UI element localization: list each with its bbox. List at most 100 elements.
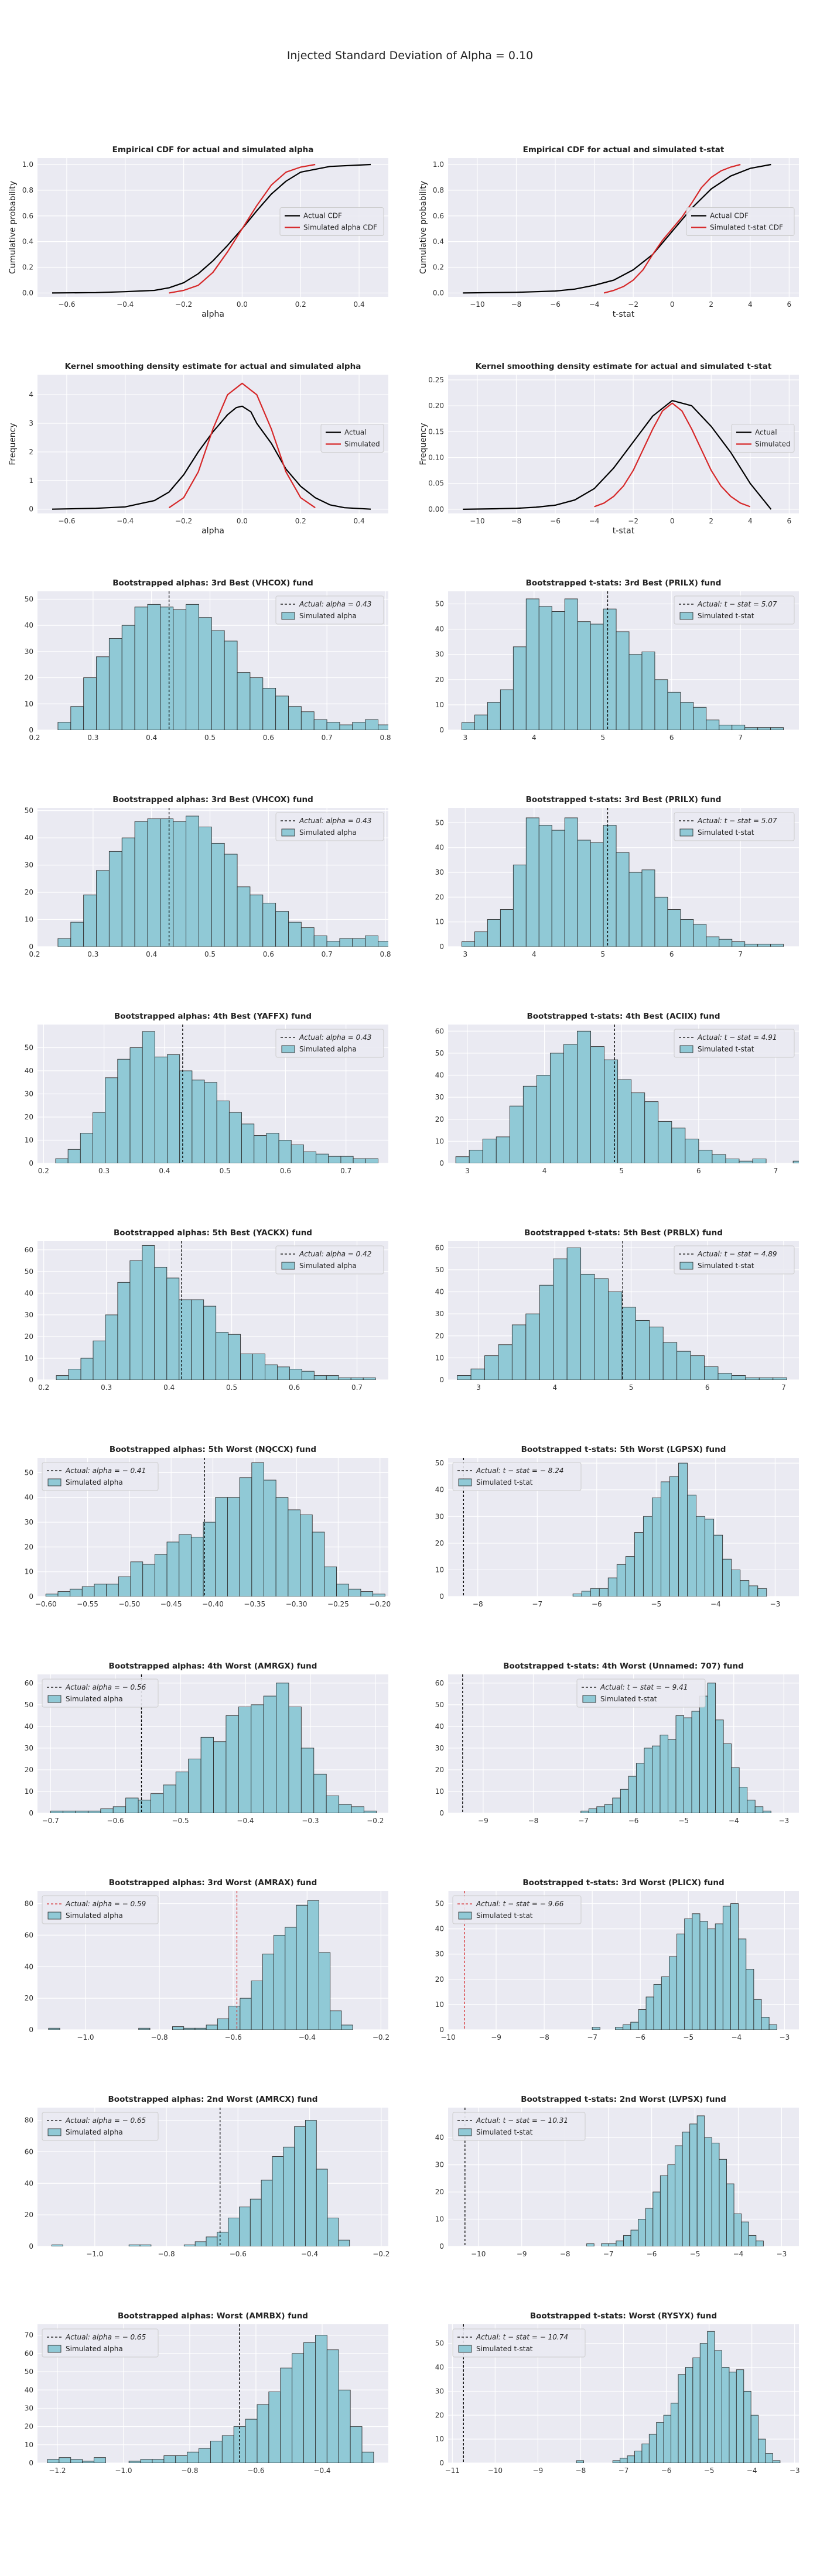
chart-21: −1.2 −1.0 −0.8 −0.6 −0.4 0 10 20 30 40 50 60 70 Boots…: [25, 2311, 388, 2475]
x-tick-label: 0.5: [204, 734, 216, 742]
histogram-bar: [715, 1923, 723, 2030]
legend-label: Simulated alpha: [66, 2128, 123, 2136]
histogram-bar: [581, 1591, 591, 1597]
histogram-bar: [192, 1080, 205, 1163]
x-tick-label: 0.2: [29, 734, 40, 742]
y-tick-label: 1: [29, 477, 33, 485]
y-tick-label: 0: [439, 726, 444, 734]
histogram-bar: [240, 1354, 253, 1380]
histogram-bar: [328, 1156, 341, 1163]
histogram-bar: [691, 1711, 701, 1813]
legend-box: [275, 1029, 384, 1058]
histogram-bar: [147, 818, 161, 947]
histogram-bar: [500, 909, 514, 947]
y-tick-label: 0: [439, 1809, 444, 1817]
histogram-bar: [682, 2132, 691, 2246]
histogram-bar: [592, 2027, 600, 2030]
histogram-bar: [628, 1776, 637, 1813]
histogram-bar: [142, 1031, 155, 1163]
histogram-bar: [718, 1373, 732, 1380]
y-tick-label: 1.0: [22, 160, 33, 169]
x-tick-label: 4: [552, 1383, 557, 1392]
series-line: [463, 163, 771, 294]
y-tick-label: 30: [25, 1518, 33, 1526]
x-tick-label: −9: [533, 2467, 544, 2475]
histogram-bar: [549, 1053, 564, 1163]
histogram-bar: [204, 1082, 217, 1163]
histogram-bar: [264, 1479, 276, 1597]
histogram-bar: [118, 1576, 131, 1597]
histogram-bar: [615, 2027, 624, 2030]
x-tick-label: −0.2: [373, 2033, 390, 2041]
histogram-bar: [194, 2241, 207, 2246]
x-tick-label: −0.55: [77, 1600, 98, 1608]
x-tick-label: −0.4: [237, 1817, 254, 1825]
x-tick-label: 0.5: [220, 1167, 231, 1175]
histogram-bar: [577, 621, 591, 730]
chart-title: Bootstrapped alphas: 2nd Worst (AMRCX) f…: [108, 2095, 318, 2104]
legend-label: Simulated alpha: [299, 828, 357, 837]
chart-22: −11 −10 −9 −8 −7 −6 −5 −4 −3 0 10 20 30 40 50 Bootstrap…: [435, 2311, 800, 2475]
histogram-bar: [57, 722, 71, 730]
y-tick-label: 20: [25, 1766, 33, 1774]
y-tick-label: 0.05: [428, 479, 444, 488]
histogram-bar: [63, 1810, 76, 1813]
x-tick-label: 6: [787, 517, 792, 525]
histogram-bar: [652, 2191, 661, 2246]
y-tick-label: 40: [25, 834, 33, 842]
y-tick-label: 40: [435, 1722, 444, 1731]
histogram-bar: [644, 1101, 659, 1163]
legend-label: Simulated t-stat: [698, 828, 754, 837]
histogram-bar: [601, 2243, 609, 2246]
legend-label: Simulated t-stat CDF: [710, 224, 783, 232]
chart-4: −10 −8 −6 −4 −2 0 2 4 6 0.00 0.05 0.10 0.15 0.20 0.25 K…: [419, 362, 799, 536]
legend: Actual: alpha = 0.43 Simulated alpha: [275, 812, 384, 841]
histogram-bar: [692, 1913, 701, 2030]
histogram-bar: [263, 1695, 276, 1813]
y-tick-label: 40: [435, 2363, 444, 2372]
legend-label: Actual: alpha = − 0.59: [65, 1900, 146, 1908]
histogram-bar: [319, 1952, 331, 2030]
histogram-bar: [651, 1497, 661, 1597]
x-tick-label: 0.6: [263, 950, 274, 958]
histogram-bar: [130, 1561, 144, 1597]
chart-5: 0.2 0.3 0.4 0.5 0.6 0.7 0.8 0 10 20 30 40 50 Bootstra…: [25, 578, 391, 742]
histogram-bar: [303, 2342, 316, 2463]
histogram-bar: [70, 2459, 83, 2463]
histogram-bar: [239, 2207, 251, 2246]
x-tick-label: 4: [542, 1167, 547, 1175]
histogram-bar: [288, 1509, 300, 1597]
y-tick-label: 40: [25, 1722, 33, 1731]
histogram-bar: [656, 2422, 664, 2463]
histogram-bar: [326, 1795, 340, 1813]
histogram-bar: [649, 1327, 664, 1380]
legend: Actual: alpha = − 0.41 Simulated alpha: [42, 1462, 159, 1491]
legend-box: [275, 1245, 384, 1275]
histogram-bar: [455, 1156, 470, 1163]
histogram-bar: [730, 1903, 739, 2030]
histogram-bar: [163, 1784, 176, 1813]
x-tick-label: −3: [790, 2467, 800, 2475]
histogram-bar: [704, 2137, 712, 2246]
histogram-bar: [266, 1133, 279, 1163]
x-tick-label: 4: [748, 300, 753, 309]
histogram-bar: [551, 611, 565, 730]
x-tick-label: 0.2: [29, 950, 40, 958]
histogram-bar: [706, 720, 720, 730]
legend-label: Actual: [755, 429, 777, 437]
legend-patch-swatch: [281, 1262, 295, 1270]
x-tick-label: 0.2: [295, 300, 306, 309]
histogram-bar: [685, 1139, 699, 1163]
y-tick-label: 0.20: [428, 402, 444, 410]
histogram-bar: [250, 895, 264, 947]
histogram-bar: [288, 706, 302, 730]
histogram-bar: [699, 2343, 708, 2463]
histogram-bar: [47, 2459, 60, 2463]
x-tick-label: −4: [733, 2250, 744, 2258]
histogram-bar: [87, 1810, 101, 1813]
histogram-bar: [221, 2435, 234, 2463]
y-tick-label: 20: [25, 888, 33, 896]
histogram-bar: [470, 1368, 485, 1380]
y-tick-label: 0: [29, 2242, 33, 2250]
legend-label: Actual: t − stat = 5.07: [697, 600, 777, 608]
